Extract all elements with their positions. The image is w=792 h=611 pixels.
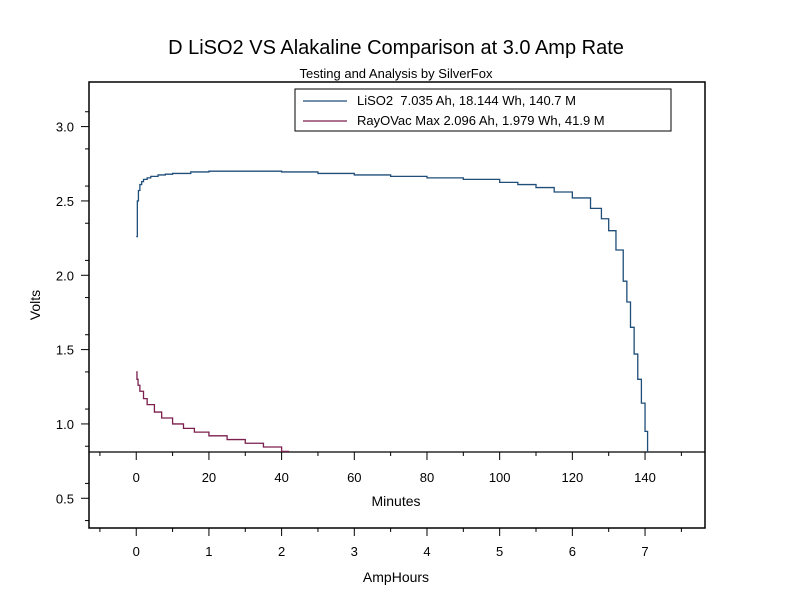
minutes-axis: 0 20 40 60 80 100 120 140 [99, 452, 682, 485]
legend-label-rayovac: RayOVac Max 2.096 Ah, 1.979 Wh, 41.9 M [357, 113, 605, 128]
legend-label-liso2: LiSO2 7.035 Ah, 18.144 Wh, 140.7 M [357, 93, 576, 108]
series-line-rayovac [136, 371, 290, 452]
y-tick-label: 2.5 [56, 194, 74, 209]
series-group [136, 170, 649, 452]
legend-box [294, 88, 672, 132]
amphours-tick-label: 1 [205, 544, 212, 559]
plot-frame [88, 81, 706, 529]
y-tick-label: 1.0 [56, 417, 74, 432]
amphours-tick-label: 5 [496, 544, 503, 559]
y-tick-label: 2.0 [56, 268, 74, 283]
amphours-tick-label: 2 [278, 544, 285, 559]
y-axis: 0.5 1.0 1.5 2.0 2.5 3.0 [56, 111, 89, 522]
amphours-axis-label: AmpHours [363, 569, 429, 585]
minutes-tick-label: 100 [489, 470, 511, 485]
y-tick-label: 0.5 [56, 491, 74, 506]
y-axis-label: Volts [27, 290, 43, 320]
amphours-axis: 0 1 2 3 4 5 6 7 [99, 528, 682, 559]
chart-title: D LiSO2 VS Alakaline Comparison at 3.0 A… [168, 37, 624, 59]
amphours-tick-label: 6 [569, 544, 576, 559]
amphours-tick-label: 7 [641, 544, 648, 559]
minutes-axis-label: Minutes [371, 493, 420, 509]
amphours-tick-label: 3 [351, 544, 358, 559]
y-tick-label: 3.0 [56, 120, 74, 135]
amphours-tick-label: 4 [423, 544, 430, 559]
minutes-tick-label: 20 [202, 470, 216, 485]
minutes-tick-label: 80 [420, 470, 434, 485]
series-line-liso2 [136, 170, 649, 452]
amphours-tick-label: 0 [133, 544, 140, 559]
legend: LiSO2 7.035 Ah, 18.144 Wh, 140.7 M RayOV… [294, 88, 672, 132]
y-tick-label: 1.5 [56, 343, 74, 358]
minutes-tick-label: 40 [274, 470, 288, 485]
minutes-tick-label: 0 [133, 470, 140, 485]
chart-subtitle: Testing and Analysis by SilverFox [300, 66, 493, 81]
minutes-tick-label: 140 [634, 470, 656, 485]
minutes-tick-label: 60 [347, 470, 361, 485]
minutes-tick-label: 120 [561, 470, 583, 485]
